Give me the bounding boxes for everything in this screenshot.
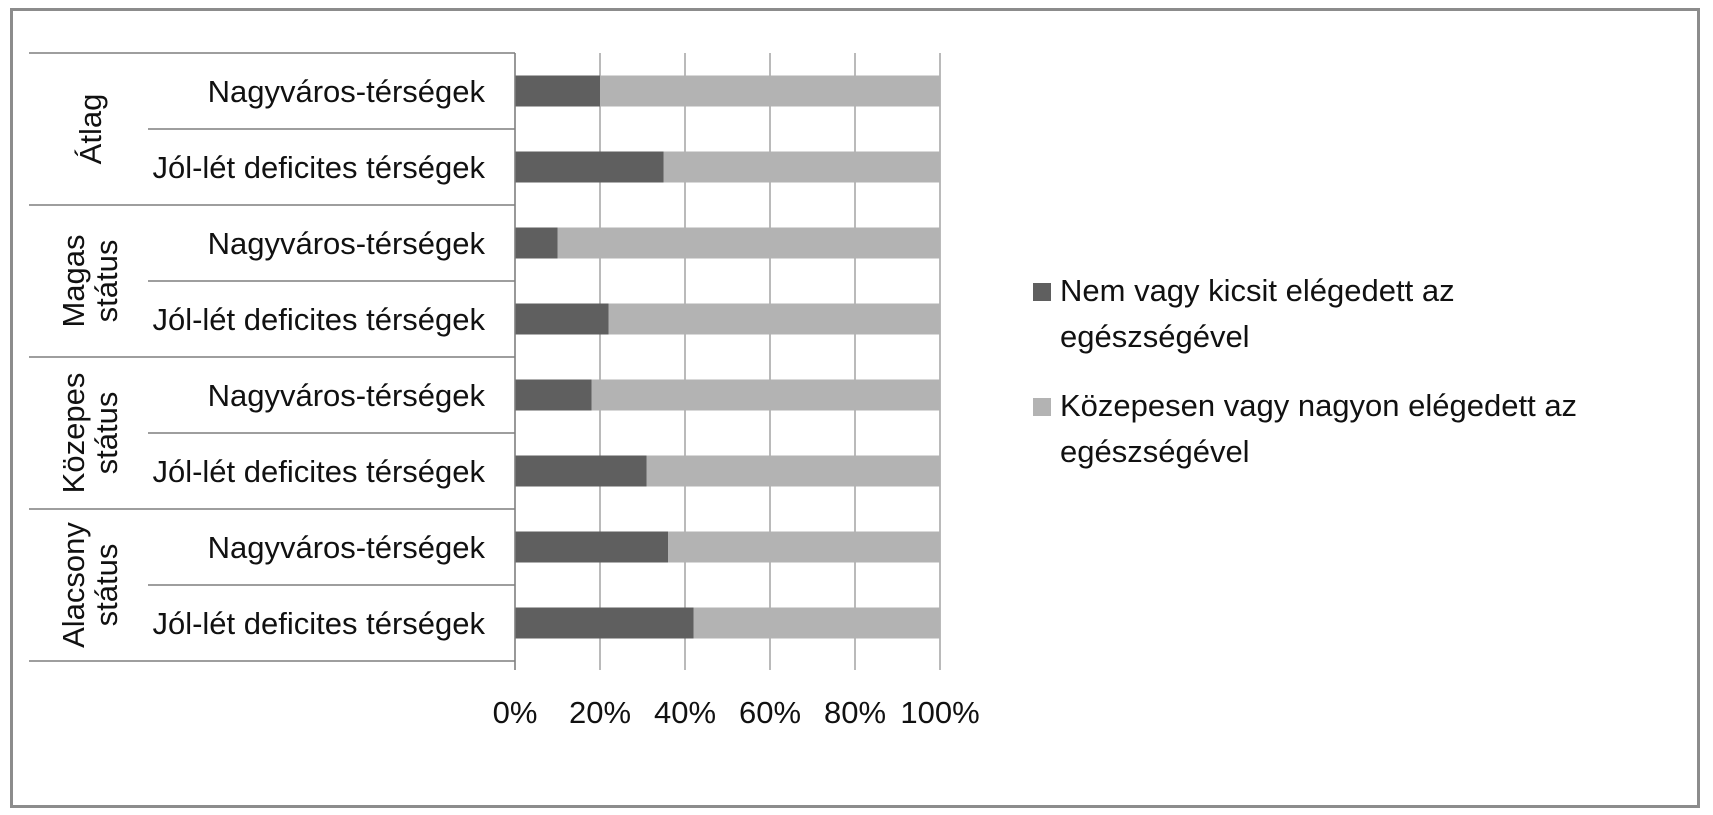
group-label: Közepesstátus xyxy=(56,373,124,494)
bar-segment-dissatisfied xyxy=(515,455,647,487)
x-tick-label: 40% xyxy=(654,695,716,730)
x-axis-ticks: 0% 20% 40% 60% 80% 100% xyxy=(493,695,980,730)
group-label: Alacsonystátus xyxy=(56,522,124,648)
category-label: Jól-lét deficites térségek xyxy=(152,150,485,185)
legend-swatch xyxy=(1033,283,1051,301)
bar-segment-satisfied xyxy=(557,227,940,259)
legend-swatch xyxy=(1033,398,1051,416)
bar-segment-satisfied xyxy=(693,607,940,639)
bars-layer xyxy=(515,75,940,639)
legend-label: Nem vagy kicsit elégedett az egészségével xyxy=(1060,273,1455,354)
bar-segment-dissatisfied xyxy=(515,75,600,107)
category-label: Jól-lét deficites térségek xyxy=(152,302,485,337)
category-label: Nagyváros-térségek xyxy=(208,378,486,413)
group-label: Magasstátus xyxy=(56,234,124,327)
legend: Nem vagy kicsit elégedett az egészségével… xyxy=(1033,273,1577,469)
bar-segment-dissatisfied xyxy=(515,303,609,335)
bar-segment-dissatisfied xyxy=(515,607,694,639)
bar-segment-satisfied xyxy=(600,75,940,107)
stacked-bar-chart: Nagyváros-térségek Jól-lét deficites térs… xyxy=(29,52,1577,730)
x-tick-label: 20% xyxy=(569,695,631,730)
category-label: Nagyváros-térségek xyxy=(208,226,486,261)
category-label: Jól-lét deficites térségek xyxy=(152,606,485,641)
x-tick-label: 0% xyxy=(493,695,538,730)
bar-segment-dissatisfied xyxy=(515,151,664,183)
category-label: Jól-lét deficites térségek xyxy=(152,454,485,489)
x-tick-label: 100% xyxy=(900,695,979,730)
bar-segment-satisfied xyxy=(646,455,940,487)
chart-frame: Nagyváros-térségek Jól-lét deficites térs… xyxy=(10,8,1700,808)
grid-layer xyxy=(514,53,941,670)
bar-segment-dissatisfied xyxy=(515,227,558,259)
bar-segment-dissatisfied xyxy=(515,531,668,563)
x-tick-label: 60% xyxy=(739,695,801,730)
category-label: Nagyváros-térségek xyxy=(208,530,486,565)
group-label: Átlag xyxy=(73,94,108,165)
legend-label: Közepesen vagy nagyon elégedett az egészs… xyxy=(1060,388,1577,469)
category-axis: Nagyváros-térségek Jól-lét deficites térs… xyxy=(29,52,516,670)
x-tick-label: 80% xyxy=(824,695,886,730)
category-label: Nagyváros-térségek xyxy=(208,74,486,109)
bar-segment-satisfied xyxy=(663,151,940,183)
bar-segment-satisfied xyxy=(608,303,940,335)
bar-segment-dissatisfied xyxy=(515,379,592,411)
bar-segment-satisfied xyxy=(591,379,940,411)
bar-segment-satisfied xyxy=(668,531,940,563)
